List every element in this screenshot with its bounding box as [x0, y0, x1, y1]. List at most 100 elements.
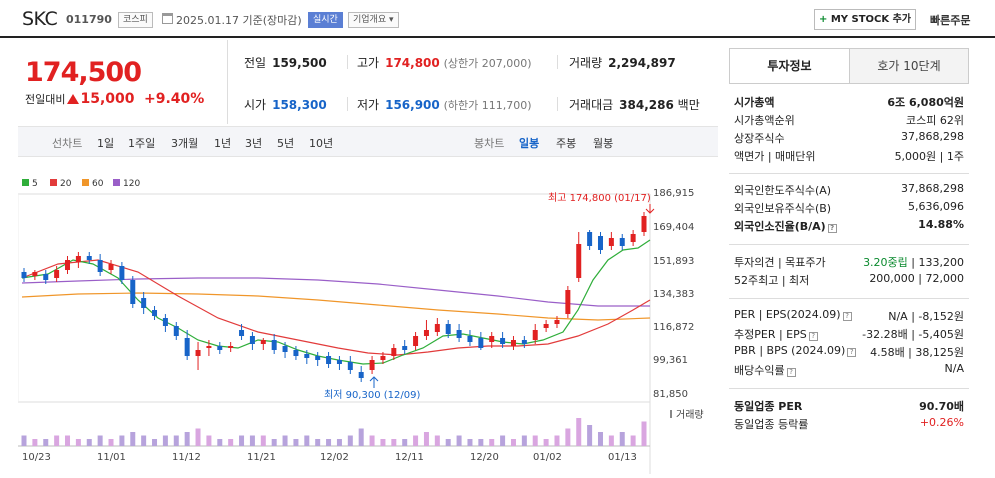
current-price: 174,500 [25, 57, 142, 88]
candle-body [619, 238, 625, 246]
ma60-line [21, 292, 651, 321]
foreign-ratio-row: 외국인소진율(B/A)? 14.88% [734, 218, 964, 233]
stat-prev: 전일 159,500 [244, 56, 327, 70]
candle-body [54, 270, 60, 278]
tab-investment-info[interactable]: 투자정보 [730, 49, 850, 83]
candle-body [402, 346, 408, 350]
volume-bar [380, 439, 386, 446]
legend-ma60: 60 [82, 179, 103, 189]
cap-rank-row: 시가총액순위 코스피 62위 [734, 114, 964, 127]
y-tick: 169,404 [653, 222, 694, 233]
candle-body [65, 260, 71, 270]
candle-body [21, 272, 27, 278]
x-tick: 11/12 [172, 452, 201, 463]
company-overview-dropdown[interactable]: 기업개요 ▾ [348, 12, 399, 28]
volume-bar [391, 439, 397, 446]
stat-open: 시가 158,300 [244, 98, 327, 112]
volume-bar [304, 435, 310, 446]
candle-chart-label: 봉차트 [474, 137, 505, 150]
help-icon[interactable]: ? [847, 348, 857, 357]
tab-order-book[interactable]: 호가 10단계 [877, 59, 941, 73]
candle-body [347, 362, 353, 370]
volume-bar [347, 435, 353, 446]
candle-body [467, 336, 473, 342]
period-5y[interactable]: 5년 [277, 137, 295, 150]
volume-bar [108, 439, 114, 446]
volume-bar [86, 439, 92, 446]
help-icon[interactable]: ? [842, 312, 852, 321]
x-tick: 01/02 [533, 452, 562, 463]
ma20-line [21, 259, 651, 356]
candle-body [195, 350, 201, 356]
stat-amount: 거래대금 384,286 백만 [569, 98, 700, 112]
high-annotation: 최고 174,800 (01/17) [548, 192, 651, 204]
volume-bar [326, 439, 332, 446]
volume-bar [97, 435, 103, 446]
candle-body [478, 338, 484, 348]
volume-bar [162, 435, 168, 446]
volume-bar [228, 439, 234, 446]
candlestick-chart[interactable]: 186,915 169,404 151,893 134,383 116,872 … [17, 160, 718, 474]
y-tick: 134,383 [653, 289, 694, 300]
candle-body [97, 260, 103, 272]
candle-body [576, 244, 582, 278]
candle-weekly[interactable]: 주봉 [556, 137, 577, 150]
up-triangle-icon [67, 94, 80, 104]
volume-bar [184, 432, 190, 446]
volume-bar [434, 435, 440, 446]
volume-bar [423, 432, 429, 446]
stock-header: SKC 011790 코스피 2025.01.17 기준(장마감) 실시간 기업… [0, 0, 995, 38]
low-annotation: 최저 90,300 (12/09) [324, 389, 420, 401]
market-badge: 코스피 [118, 12, 153, 28]
volume-bar [293, 439, 299, 446]
candle-body [532, 330, 538, 340]
realtime-badge[interactable]: 실시간 [308, 12, 343, 28]
period-10y[interactable]: 10년 [309, 137, 334, 150]
stock-name: SKC [22, 8, 58, 30]
price-stats: 전일 159,500 고가 174,800 (상한가 207,000) 거래량 2,2… [230, 40, 717, 124]
volume-bar [467, 439, 473, 446]
face-row: 액면가 | 매매단위 5,000원 | 1주 [734, 150, 964, 163]
candle-body [445, 324, 451, 334]
candle-body [554, 320, 560, 324]
x-tick: 10/23 [22, 452, 51, 463]
y-tick: 116,872 [653, 322, 694, 333]
candle-body [326, 356, 332, 364]
candle-body [173, 326, 179, 336]
date-text: 2025.01.17 기준(장마감) [176, 14, 302, 27]
help-icon[interactable]: ? [808, 332, 818, 341]
line-chart-label: 선차트 [52, 137, 83, 150]
volume-bar [358, 428, 364, 446]
legend-ma120: 120 [113, 179, 140, 189]
period-1y[interactable]: 1년 [214, 137, 232, 150]
y-tick: 186,915 [653, 188, 694, 199]
per-row: PER | EPS(2024.09)? N/A | -8,152원 [734, 308, 964, 323]
volume-bar [282, 435, 288, 446]
opinion-row: 투자의견 | 목표주가 3.20중립 | 133,200 [734, 256, 964, 269]
candle-monthly[interactable]: 월봉 [593, 137, 614, 150]
candle-body [162, 318, 168, 326]
candle-body [315, 356, 321, 360]
help-icon[interactable]: ? [827, 224, 837, 233]
my-stock-add-button[interactable]: + MY STOCK 추가 [814, 9, 916, 30]
period-1d[interactable]: 1일 [97, 137, 115, 150]
volume-bar [565, 428, 571, 446]
legend-ma20: 20 [50, 179, 71, 189]
help-icon[interactable]: ? [786, 368, 796, 377]
candle-body [260, 340, 266, 344]
candle-body [141, 298, 147, 308]
period-3m[interactable]: 3개월 [171, 137, 199, 150]
market-cap-row: 시가총액 6조 6,080억원 [734, 96, 964, 109]
stat-high: 고가 174,800 (상한가 207,000) [357, 56, 532, 70]
quick-order-link[interactable]: 빠른주문 [930, 14, 971, 27]
candle-body [543, 324, 549, 328]
stat-low: 저가 156,900 (하한가 111,700) [357, 98, 532, 112]
period-1w[interactable]: 1주일 [128, 137, 156, 150]
candle-daily[interactable]: 일봉 [519, 137, 540, 150]
volume-bar [608, 435, 614, 446]
volume-bar [260, 435, 266, 446]
candle-body [456, 330, 462, 338]
candle-body [423, 330, 429, 336]
period-3y[interactable]: 3년 [245, 137, 263, 150]
volume-bar [369, 435, 375, 446]
